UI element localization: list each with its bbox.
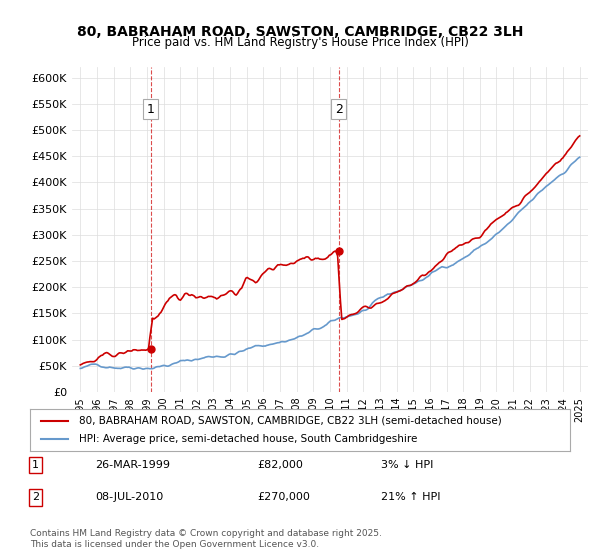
Text: 1: 1 <box>32 460 39 470</box>
Text: 2: 2 <box>335 102 343 115</box>
Text: 26-MAR-1999: 26-MAR-1999 <box>95 460 170 470</box>
Text: 21% ↑ HPI: 21% ↑ HPI <box>381 492 440 502</box>
Text: Contains HM Land Registry data © Crown copyright and database right 2025.
This d: Contains HM Land Registry data © Crown c… <box>30 529 382 549</box>
Text: 08-JUL-2010: 08-JUL-2010 <box>95 492 163 502</box>
Text: £82,000: £82,000 <box>257 460 302 470</box>
Text: 80, BABRAHAM ROAD, SAWSTON, CAMBRIDGE, CB22 3LH: 80, BABRAHAM ROAD, SAWSTON, CAMBRIDGE, C… <box>77 25 523 39</box>
Text: £270,000: £270,000 <box>257 492 310 502</box>
Text: HPI: Average price, semi-detached house, South Cambridgeshire: HPI: Average price, semi-detached house,… <box>79 434 417 444</box>
Text: 1: 1 <box>147 102 155 115</box>
Text: Price paid vs. HM Land Registry's House Price Index (HPI): Price paid vs. HM Land Registry's House … <box>131 36 469 49</box>
Text: 2: 2 <box>32 492 39 502</box>
Text: 80, BABRAHAM ROAD, SAWSTON, CAMBRIDGE, CB22 3LH (semi-detached house): 80, BABRAHAM ROAD, SAWSTON, CAMBRIDGE, C… <box>79 416 502 426</box>
Text: 3% ↓ HPI: 3% ↓ HPI <box>381 460 433 470</box>
